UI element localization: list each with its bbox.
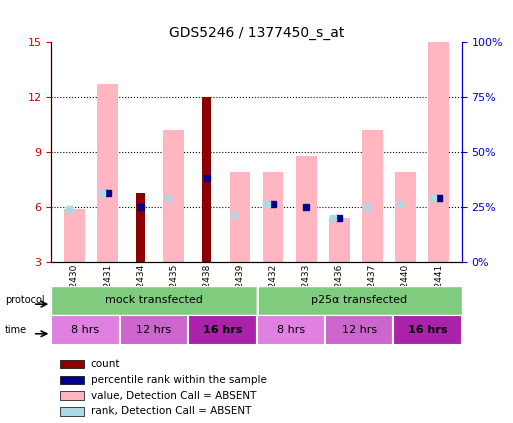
- Bar: [60, 376, 84, 384]
- Text: mock transfected: mock transfected: [105, 295, 203, 305]
- Text: 8 hrs: 8 hrs: [277, 325, 305, 335]
- Bar: [202, 97, 211, 262]
- Bar: [428, 42, 449, 262]
- Text: percentile rank within the sample: percentile rank within the sample: [90, 375, 266, 385]
- Text: count: count: [90, 359, 120, 369]
- FancyBboxPatch shape: [120, 315, 188, 345]
- Bar: [256, 286, 259, 315]
- Bar: [60, 391, 84, 400]
- Bar: [136, 192, 145, 262]
- Text: 12 hrs: 12 hrs: [342, 325, 377, 335]
- Text: p25α transfected: p25α transfected: [311, 295, 407, 305]
- Bar: [295, 156, 317, 262]
- FancyBboxPatch shape: [325, 315, 393, 345]
- Bar: [97, 85, 118, 262]
- Text: 12 hrs: 12 hrs: [136, 325, 171, 335]
- FancyBboxPatch shape: [393, 315, 462, 345]
- Bar: [362, 130, 383, 262]
- FancyBboxPatch shape: [51, 286, 256, 315]
- Text: 8 hrs: 8 hrs: [71, 325, 100, 335]
- Bar: [60, 360, 84, 368]
- Bar: [64, 209, 85, 262]
- Bar: [229, 173, 250, 262]
- Text: protocol: protocol: [5, 295, 45, 305]
- FancyBboxPatch shape: [188, 315, 256, 345]
- Text: 16 hrs: 16 hrs: [203, 325, 242, 335]
- Bar: [163, 130, 184, 262]
- Text: rank, Detection Call = ABSENT: rank, Detection Call = ABSENT: [90, 407, 251, 417]
- Title: GDS5246 / 1377450_s_at: GDS5246 / 1377450_s_at: [169, 26, 344, 40]
- Bar: [395, 173, 416, 262]
- Bar: [329, 218, 350, 262]
- Bar: [263, 173, 284, 262]
- Bar: [60, 407, 84, 416]
- Text: value, Detection Call = ABSENT: value, Detection Call = ABSENT: [90, 391, 256, 401]
- Text: 16 hrs: 16 hrs: [408, 325, 447, 335]
- Text: time: time: [5, 325, 27, 335]
- FancyBboxPatch shape: [256, 315, 325, 345]
- FancyBboxPatch shape: [256, 286, 462, 315]
- FancyBboxPatch shape: [51, 315, 120, 345]
